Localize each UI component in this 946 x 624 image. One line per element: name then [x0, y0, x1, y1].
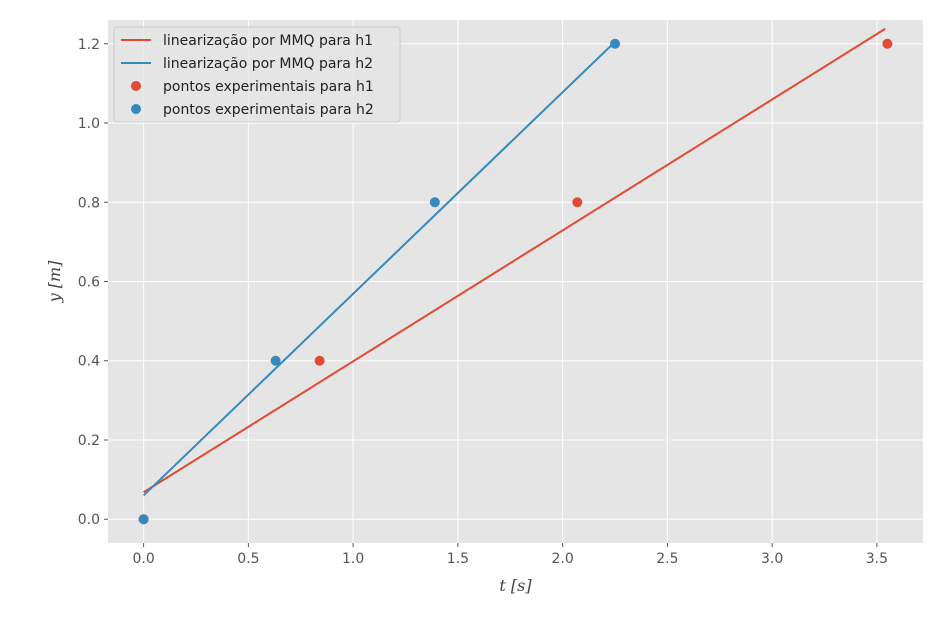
- x-tick-label: 1.5: [447, 551, 469, 567]
- x-tick-label: 0.5: [237, 551, 259, 567]
- series-line-1: [143, 27, 886, 494]
- x-tick-label: 1.0: [342, 551, 364, 567]
- data-point: [572, 197, 583, 208]
- y-tick-label: 0.4: [78, 354, 100, 370]
- data-point: [314, 355, 325, 366]
- y-tick-labels: 0.0 0.2 0.4 0.6 0.8 1.0 1.2: [78, 37, 100, 528]
- legend-box: [113, 26, 401, 123]
- y-tick-label: 0.2: [78, 433, 100, 449]
- data-point: [429, 197, 440, 208]
- legend-marker-swatch: [131, 81, 141, 91]
- data-point: [882, 38, 893, 49]
- data-point: [270, 355, 281, 366]
- x-tick-labels: 0.0 0.5 1.0 1.5 2.0 2.5 3.0 3.5: [132, 551, 888, 567]
- y-tick-label: 1.0: [78, 116, 100, 132]
- y-tick-label: 1.2: [78, 37, 100, 53]
- legend: linearização por MMQ para h1 linearização…: [113, 26, 401, 123]
- legend-entry-label: linearização por MMQ para h1: [163, 33, 373, 49]
- x-tick-label: 2.5: [656, 551, 678, 567]
- x-tick-label: 2.0: [552, 551, 574, 567]
- y-tick-label: 0.6: [78, 275, 100, 291]
- x-axis-label: t [s]: [499, 576, 532, 595]
- y-axis-label: y [m]: [45, 260, 64, 304]
- x-tick-label: 3.0: [761, 551, 783, 567]
- legend-entry-label: linearização por MMQ para h2: [163, 56, 373, 72]
- series-lines: [142, 27, 886, 497]
- x-tick-label: 0.0: [132, 551, 154, 567]
- y-tick-label: 0.8: [78, 195, 100, 211]
- series-line-2: [142, 41, 616, 497]
- y-tick-label: 0.0: [78, 512, 100, 528]
- legend-entry-label: pontos experimentais para h2: [163, 102, 374, 118]
- legend-marker-swatch: [131, 104, 141, 114]
- x-tick-label: 3.5: [866, 551, 888, 567]
- legend-entry-label: pontos experimentais para h1: [163, 79, 374, 95]
- data-point: [138, 514, 149, 525]
- series-points: [138, 38, 893, 525]
- data-point: [610, 38, 621, 49]
